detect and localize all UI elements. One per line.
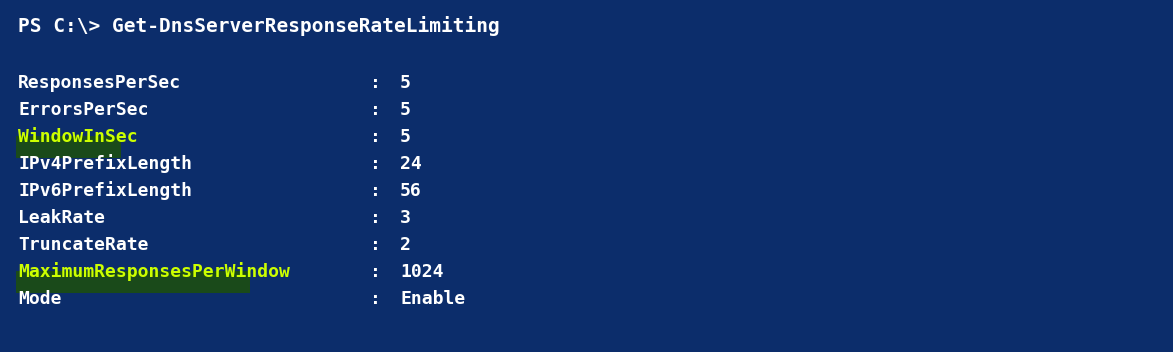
Text: :: :	[369, 236, 392, 254]
Text: Mode: Mode	[18, 290, 61, 308]
Bar	[16, 136, 121, 158]
Text: ErrorsPerSec: ErrorsPerSec	[18, 101, 149, 119]
Text: IPv6PrefixLength: IPv6PrefixLength	[18, 181, 192, 200]
Text: ResponsesPerSec: ResponsesPerSec	[18, 74, 181, 92]
Text: 5: 5	[400, 101, 411, 119]
Text: :: :	[369, 128, 392, 146]
Text: 1024: 1024	[400, 263, 443, 281]
Text: :: :	[369, 101, 392, 119]
Text: :: :	[369, 263, 392, 281]
Bar	[16, 271, 250, 293]
Text: :: :	[369, 290, 392, 308]
Text: 56: 56	[400, 182, 422, 200]
Text: TruncateRate: TruncateRate	[18, 236, 149, 254]
Text: Enable: Enable	[400, 290, 466, 308]
Text: :: :	[369, 209, 392, 227]
Text: MaximumResponsesPerWindow: MaximumResponsesPerWindow	[18, 262, 290, 281]
Text: PS C:\> Get-DnsServerResponseRateLimiting: PS C:\> Get-DnsServerResponseRateLimitin…	[18, 16, 500, 36]
Text: 3: 3	[400, 209, 411, 227]
Text: IPv4PrefixLength: IPv4PrefixLength	[18, 154, 192, 173]
Text: LeakRate: LeakRate	[18, 209, 106, 227]
Text: :: :	[369, 74, 392, 92]
Text: 24: 24	[400, 155, 422, 173]
Text: 5: 5	[400, 74, 411, 92]
Text: :: :	[369, 182, 392, 200]
Text: WindowInSec: WindowInSec	[18, 128, 137, 146]
Text: 2: 2	[400, 236, 411, 254]
Text: 5: 5	[400, 128, 411, 146]
Text: :: :	[369, 155, 392, 173]
